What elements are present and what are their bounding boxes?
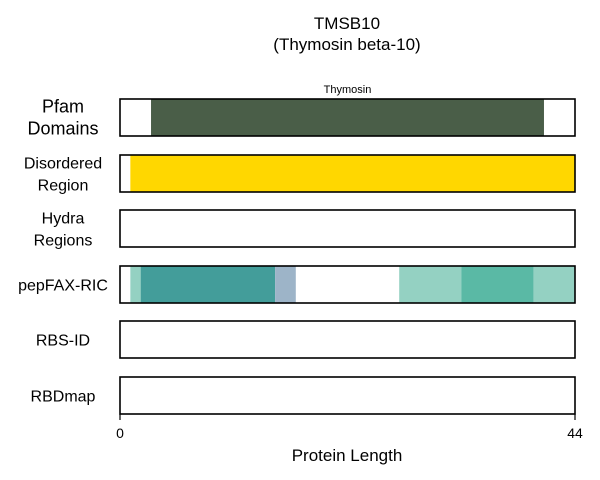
segment-3-4 [461,266,534,303]
track-frame [119,209,576,248]
segment-0-0 [151,99,544,136]
segment-3-3 [399,266,462,303]
track-label: Disordered [24,156,102,173]
segment-3-1 [140,266,276,303]
segment-1-0 [130,155,575,192]
track-label: Domains [27,119,98,139]
track-label: RBDmap [31,389,96,406]
x-axis-label: Protein Length [292,446,403,465]
track-label: pepFAX-RIC [18,278,108,295]
segment-3-2 [275,266,296,303]
track-1: Disordered Region [24,154,576,195]
segment-label: Thymosin [324,84,372,96]
track-background [120,377,575,414]
x-tick-label: 44 [567,425,583,441]
x-tick-label: 0 [116,425,124,441]
track-label: Region [38,178,89,195]
track-frame [119,154,576,193]
track-frame [119,265,576,304]
segment-3-0 [130,266,141,303]
track-2: Hydra Regions [34,209,576,250]
track-background [120,210,575,247]
chart-title-line2: (Thymosin beta-10) [273,35,420,54]
chart-title-line1: TMSB10 [314,14,380,33]
track-label: RBS-ID [36,333,90,350]
track-4: RBS-ID [36,320,576,359]
track-frame [119,98,576,137]
track-5: RBDmap [31,376,576,415]
track-label: Pfam [42,97,84,117]
segment-3-5 [533,266,575,303]
track-label: Hydra [42,211,85,228]
track-label: Regions [34,233,93,250]
track-frame [119,376,576,415]
track-background [120,321,575,358]
track-frame [119,320,576,359]
track-3: pepFAX-RIC [18,265,576,304]
x-axis: 0 44 [116,414,583,441]
